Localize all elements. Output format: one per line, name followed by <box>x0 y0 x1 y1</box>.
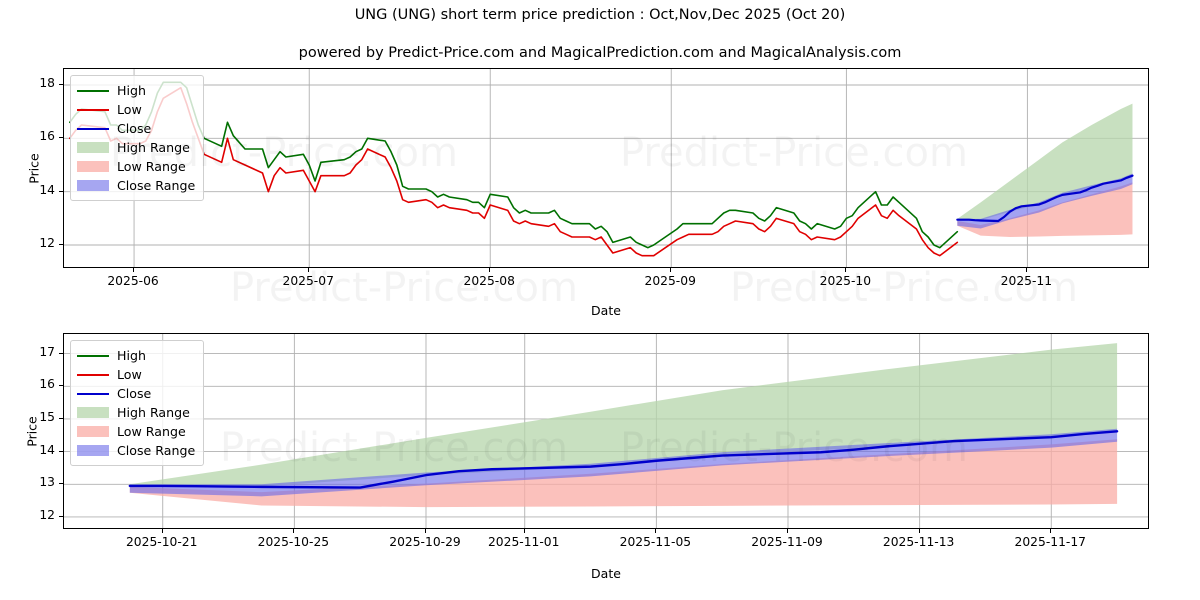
x-tick-mark <box>308 268 310 272</box>
x-tick-mark <box>523 529 525 533</box>
bottom-chart-y-axis-label: Price <box>24 416 40 447</box>
legend-patch-swatch-icon <box>77 406 109 419</box>
bottom-chart-legend-item-low: Low <box>77 365 195 384</box>
top-chart-legend-item-low: Low <box>77 100 195 119</box>
legend-label: Low <box>117 367 142 382</box>
legend-patch-swatch-icon <box>77 444 109 457</box>
y-tick-mark <box>59 450 63 452</box>
x-tick-mark <box>918 529 920 533</box>
bottom-chart-legend-item-high-range: High Range <box>77 403 195 422</box>
x-tick-mark <box>845 268 847 272</box>
x-tick-mark <box>670 268 672 272</box>
y-tick-mark <box>59 137 63 139</box>
legend-label: Close Range <box>117 443 196 458</box>
top-chart-x-tick-label: 2025-11 <box>1000 274 1053 288</box>
legend-line-swatch-icon <box>77 103 109 116</box>
y-tick-mark <box>59 417 63 419</box>
bottom-chart-y-tick-label: 16 <box>39 377 55 392</box>
y-tick-mark <box>59 244 63 245</box>
watermark-top-left2: Predict-Price.com <box>230 265 578 311</box>
legend-label: High <box>117 83 146 98</box>
legend-label: Low <box>117 102 142 117</box>
legend-label: High <box>117 348 146 363</box>
bottom-chart-y-tick-label: 15 <box>39 409 55 424</box>
top-chart-legend: High Low Close High Range Low Range Close Ran… <box>70 75 205 201</box>
bottom-chart-legend-item-high: High <box>77 346 195 365</box>
x-tick-mark <box>293 529 295 533</box>
bottom-chart-x-tick-label: 2025-11-17 <box>1014 535 1086 549</box>
bottom-chart-x-tick-label: 2025-10-29 <box>389 535 461 549</box>
bottom-chart-legend-item-low-range: Low Range <box>77 422 195 441</box>
legend-line-swatch-icon <box>77 84 109 97</box>
x-tick-mark <box>161 529 163 533</box>
top-chart-legend-item-high-range: High Range <box>77 138 195 157</box>
bottom-chart-legend-item-close-range: Close Range <box>77 441 195 460</box>
legend-line-swatch-icon <box>77 387 109 400</box>
top-chart-y-tick-label: 12 <box>39 236 55 250</box>
top-chart-x-tick-label: 2025-08 <box>463 274 515 288</box>
top-chart-x-axis-label: Date <box>591 303 621 318</box>
bottom-chart-plot-area <box>63 333 1149 529</box>
bottom-chart-x-tick-label: 2025-10-21 <box>125 535 198 549</box>
y-tick-mark <box>59 515 63 517</box>
top-chart-x-tick-label: 2025-10 <box>819 274 872 288</box>
top-chart-legend-item-close: Close <box>77 119 195 138</box>
legend-label: Low Range <box>117 424 186 439</box>
legend-patch-swatch-icon <box>77 179 109 192</box>
x-tick-mark <box>655 529 657 533</box>
x-tick-mark <box>1026 268 1028 272</box>
legend-label: High Range <box>117 405 190 420</box>
bottom-chart-x-axis-label: Date <box>591 566 621 581</box>
bottom-chart-y-tick-label: 17 <box>39 344 55 359</box>
page-subtitle: powered by Predict-Price.com and Magical… <box>298 45 902 61</box>
top-chart-legend-item-low-range: Low Range <box>77 157 195 176</box>
top-chart-y-tick-label: 18 <box>39 76 55 90</box>
legend-label: Close Range <box>117 178 196 193</box>
page-title: UNG (UNG) short term price prediction : … <box>354 7 846 23</box>
bottom-chart-legend: High Low Close High Range Low Range Close Ran… <box>70 340 205 466</box>
top-chart-x-tick-label: 2025-06 <box>107 274 159 288</box>
y-tick-mark <box>59 483 63 485</box>
legend-label: Low Range <box>117 159 186 174</box>
bottom-chart-y-tick-label: 12 <box>39 507 55 522</box>
y-tick-mark <box>59 352 63 354</box>
y-tick-mark <box>59 385 63 387</box>
legend-label: Close <box>117 386 152 401</box>
top-chart-legend-item-high: High <box>77 81 195 100</box>
legend-patch-swatch-icon <box>77 160 109 173</box>
bottom-chart-x-tick-label: 2025-11-05 <box>619 535 692 549</box>
top-chart-legend-item-close-range: Close Range <box>77 176 195 195</box>
bottom-chart-x-tick-label: 2025-11-13 <box>882 535 955 549</box>
bottom-chart-x-tick-label: 2025-11-09 <box>751 535 823 549</box>
top-chart-x-tick-label: 2025-09 <box>644 274 696 288</box>
x-tick-mark <box>1050 529 1052 533</box>
top-chart-y-tick-label: 16 <box>39 129 55 144</box>
bottom-chart-x-tick-label: 2025-10-25 <box>257 535 330 549</box>
legend-label: Close <box>117 121 152 136</box>
bottom-chart-x-tick-label: 2025-11-01 <box>487 535 560 549</box>
y-tick-mark <box>59 190 63 192</box>
top-chart-y-tick-label: 14 <box>39 182 55 197</box>
legend-patch-swatch-icon <box>77 425 109 438</box>
legend-line-swatch-icon <box>77 368 109 381</box>
bottom-chart-y-tick-label: 14 <box>39 442 55 457</box>
legend-line-swatch-icon <box>77 349 109 362</box>
x-tick-mark <box>787 529 788 533</box>
x-tick-mark <box>425 529 426 533</box>
legend-line-swatch-icon <box>77 122 109 135</box>
x-tick-mark <box>489 268 491 272</box>
bottom-chart-y-tick-label: 13 <box>39 475 55 490</box>
legend-label: High Range <box>117 140 190 155</box>
legend-patch-swatch-icon <box>77 141 109 154</box>
top-chart-plot-area <box>63 68 1149 268</box>
x-tick-mark <box>133 268 135 272</box>
top-chart-x-tick-label: 2025-07 <box>282 274 334 288</box>
bottom-chart-legend-item-close: Close <box>77 384 195 403</box>
y-tick-mark <box>59 84 63 85</box>
